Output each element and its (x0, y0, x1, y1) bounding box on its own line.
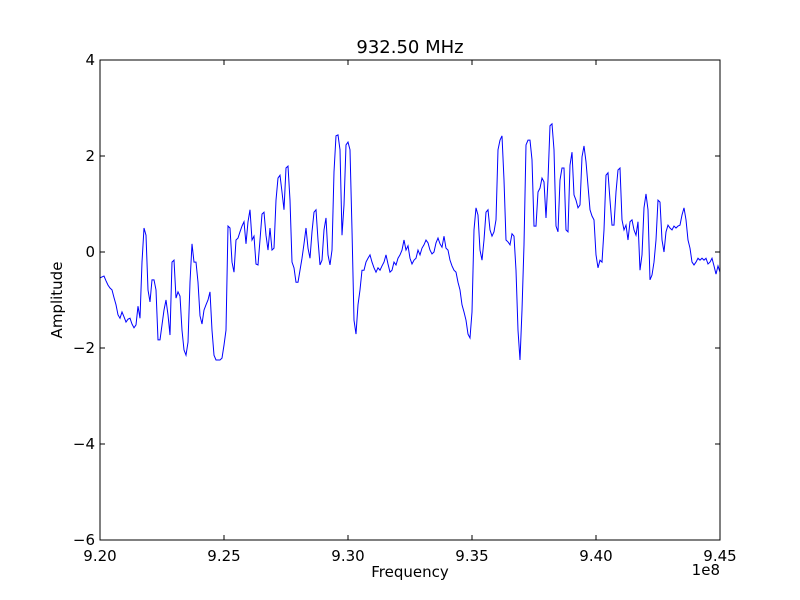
x-tick-label: 9.40 (579, 547, 612, 565)
x-tick-label: 9.20 (83, 547, 116, 565)
x-offset-label: 1e8 (692, 561, 720, 579)
y-tick-label: 4 (85, 51, 95, 69)
y-tick-label: 0 (85, 243, 95, 261)
x-tick-label: 9.45 (703, 547, 736, 565)
y-tick-label: −4 (73, 435, 95, 453)
plot-frame (99, 59, 721, 541)
y-tick-label: 2 (85, 147, 95, 165)
chart-title: 932.50 MHz (356, 37, 463, 58)
x-tick-label: 9.30 (331, 547, 364, 565)
x-tick-label: 9.25 (207, 547, 240, 565)
y-axis-label: Amplitude (48, 262, 66, 339)
series-line-amplitude (99, 122, 721, 361)
y-tick-label: −2 (73, 339, 95, 357)
x-tick-label: 9.35 (455, 547, 488, 565)
x-axis-label: Frequency (371, 563, 449, 581)
y-tick-label: −6 (73, 531, 95, 549)
